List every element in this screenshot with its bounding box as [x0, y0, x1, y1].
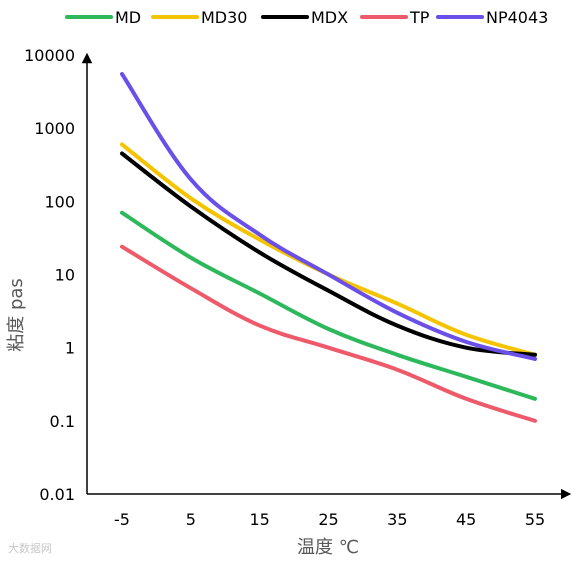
legend-label: MDX	[311, 8, 348, 27]
x-tick-labels: -5 5 15 25 35 45 55	[114, 510, 545, 529]
legend-label: NP4043	[486, 8, 548, 27]
legend-label: MD30	[201, 8, 247, 27]
y-tick-label: 0.1	[50, 412, 75, 431]
legend-label: TP	[409, 8, 430, 27]
series-line-mdx	[120, 151, 537, 357]
legend-label: MD	[115, 8, 141, 27]
series-line-np4043	[120, 72, 537, 361]
legend-item-tp: TP	[360, 8, 430, 27]
x-axis-title: 温度 ℃	[297, 537, 359, 558]
legend-item-np4043: NP4043	[436, 8, 548, 27]
y-tick-label: 10	[55, 266, 75, 285]
y-tick-label: 100	[44, 192, 75, 211]
x-tick-label: 35	[387, 510, 407, 529]
y-tick-labels: 0.01 0.1 1 10 100 1000 10000	[24, 46, 75, 504]
watermark: 大数据网	[8, 542, 52, 555]
y-tick-label: 10000	[24, 46, 75, 65]
y-tick-label: 1000	[34, 119, 75, 138]
x-tick-label: -5	[114, 510, 130, 529]
legend-item-md: MD	[65, 8, 141, 27]
series-line-md	[120, 210, 537, 401]
x-tick-label: 45	[456, 510, 476, 529]
series-lines	[120, 72, 537, 423]
y-axis-title: 粘度 pas	[6, 278, 27, 352]
legend-item-md30: MD30	[151, 8, 247, 27]
legend-item-mdx: MDX	[261, 8, 348, 27]
legend: MD MD30 MDX TP NP4043	[65, 8, 548, 27]
x-tick-label: 5	[186, 510, 196, 529]
series-line-md30	[120, 142, 537, 357]
x-tick-label: 55	[525, 510, 545, 529]
y-tick-label: 0.01	[39, 485, 75, 504]
series-line-tp	[120, 244, 537, 423]
x-tick-label: 25	[318, 510, 338, 529]
x-tick-label: 15	[249, 510, 269, 529]
y-tick-label: 1	[65, 339, 75, 358]
